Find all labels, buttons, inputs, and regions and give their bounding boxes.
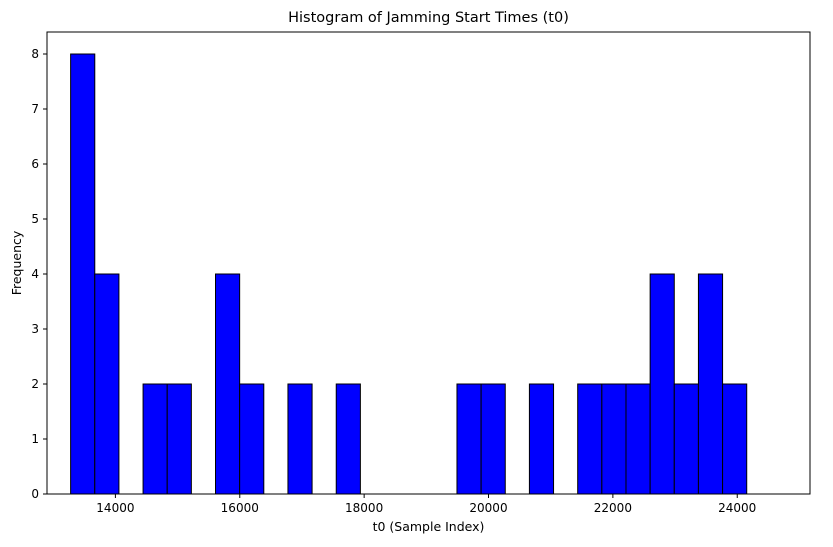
x-tick-label: 20000 [469,501,507,515]
histogram-bar [480,383,506,495]
histogram-bar [239,383,265,495]
histogram-bar [456,383,482,495]
y-tick-label: 8 [31,47,39,61]
histogram-bar [335,383,361,495]
histogram-bar [649,273,675,495]
histogram-bar [577,383,603,495]
histogram-bar [94,273,120,495]
x-tick-label: 22000 [594,501,632,515]
y-tick-label: 2 [31,377,39,391]
y-tick-label: 5 [31,212,39,226]
x-tick-label: 24000 [718,501,756,515]
x-tick-label: 18000 [345,501,383,515]
histogram-bar [215,273,241,495]
y-tick-label: 1 [31,432,39,446]
y-tick-label: 7 [31,102,39,116]
histogram-bar [70,53,96,495]
y-tick-label: 4 [31,267,39,281]
x-axis-label: t0 (Sample Index) [373,519,485,534]
histogram-bar [722,383,748,495]
histogram-bar [166,383,192,495]
histogram-bar [673,383,699,495]
histogram-bar [601,383,627,495]
histogram-bar [528,383,555,495]
y-tick-label: 3 [31,322,39,336]
histogram-bar [142,383,168,495]
chart-title: Histogram of Jamming Start Times (t0) [288,10,569,26]
x-tick-label: 16000 [221,501,259,515]
histogram-bar [697,273,724,495]
x-axis: 14000 16000 18000 20000 22000 24000 [96,494,756,515]
bars-layer [70,53,748,495]
histogram-bar [287,383,313,495]
plot-frame [46,31,811,495]
y-axis: 0 1 2 3 4 5 6 7 8 [31,47,47,501]
y-axis-label: Frequency [9,230,24,295]
y-tick-label: 6 [31,157,39,171]
y-tick-label: 0 [31,487,39,501]
histogram-bar [625,383,651,495]
x-tick-label: 14000 [96,501,134,515]
